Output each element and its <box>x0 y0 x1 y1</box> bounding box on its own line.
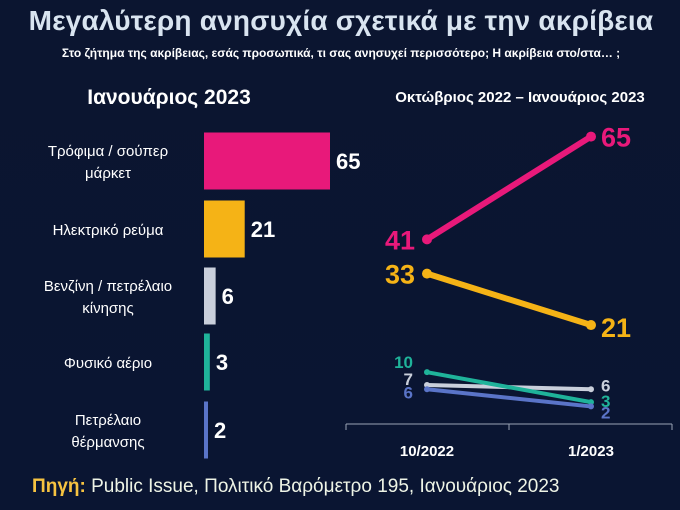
line-value-label: 3 <box>601 392 610 411</box>
category-label: κίνησης <box>82 300 134 317</box>
series-line <box>425 387 593 409</box>
line-value-label: 41 <box>385 225 415 255</box>
category-label: Τρόφιμα / σούπερ <box>48 143 168 160</box>
category-label: Ηλεκτρικό ρεύμα <box>53 222 164 239</box>
bar <box>204 200 245 258</box>
bar-value-label: 65 <box>336 149 360 174</box>
bar <box>204 401 208 459</box>
bar-chart-title: Ιανουάριος 2023 <box>87 86 251 109</box>
series-point <box>422 268 432 279</box>
line-value-label: 6 <box>404 383 413 402</box>
line-value-label: 33 <box>385 260 415 290</box>
chart-subtitle: Στο ζήτημα της ακρίβειας, εσάς προσωπικά… <box>61 46 621 60</box>
bar-value-label: 3 <box>216 350 228 375</box>
line-value-label: 21 <box>601 313 631 343</box>
bar <box>204 267 216 325</box>
line-value-label: 2 <box>601 403 610 422</box>
category-label: Πετρέλαιο <box>75 412 141 429</box>
line-value-label: 6 <box>601 376 610 395</box>
series-line <box>424 133 594 243</box>
category-label: Φυσικό αέριο <box>64 355 152 372</box>
series-point <box>422 234 432 245</box>
series-line <box>425 370 593 405</box>
bar-value-label: 21 <box>251 217 275 242</box>
line-value-label: 7 <box>404 370 413 389</box>
series-point <box>588 399 594 406</box>
x-tick-label: 10/2022 <box>400 443 454 460</box>
line-chart-title: Οκτώβριος 2022 – Ιανουάριος 2023 <box>395 89 645 106</box>
series-point <box>588 403 594 410</box>
line-value-label: 10 <box>394 353 413 372</box>
bar-value-label: 6 <box>222 284 234 309</box>
x-tick-label: 1/2023 <box>568 443 614 460</box>
series-line <box>424 270 594 329</box>
series-point <box>588 386 594 393</box>
series-point <box>586 320 596 331</box>
bar <box>204 132 330 190</box>
source-note: Πηγή: Public Issue, Πολιτικό Βαρόμετρο 1… <box>32 476 559 498</box>
series-point <box>424 369 430 376</box>
category-label: θέρμανσης <box>71 434 144 451</box>
bar <box>204 333 210 391</box>
series-point <box>424 382 430 389</box>
category-label: Βενζίνη / πετρέλαιο <box>44 278 172 295</box>
chart-title: Μεγαλύτερη ανησυχία σχετικά με την ακρίβ… <box>28 5 654 36</box>
source-label: Πηγή: <box>32 476 86 497</box>
bar-value-label: 2 <box>214 418 226 443</box>
category-label: μάρκετ <box>85 165 131 182</box>
source-text: Public Issue, Πολιτικό Βαρόμετρο 195, Ια… <box>91 476 560 497</box>
series-point <box>424 386 430 393</box>
line-value-label: 65 <box>601 123 631 153</box>
series-point <box>586 131 596 142</box>
